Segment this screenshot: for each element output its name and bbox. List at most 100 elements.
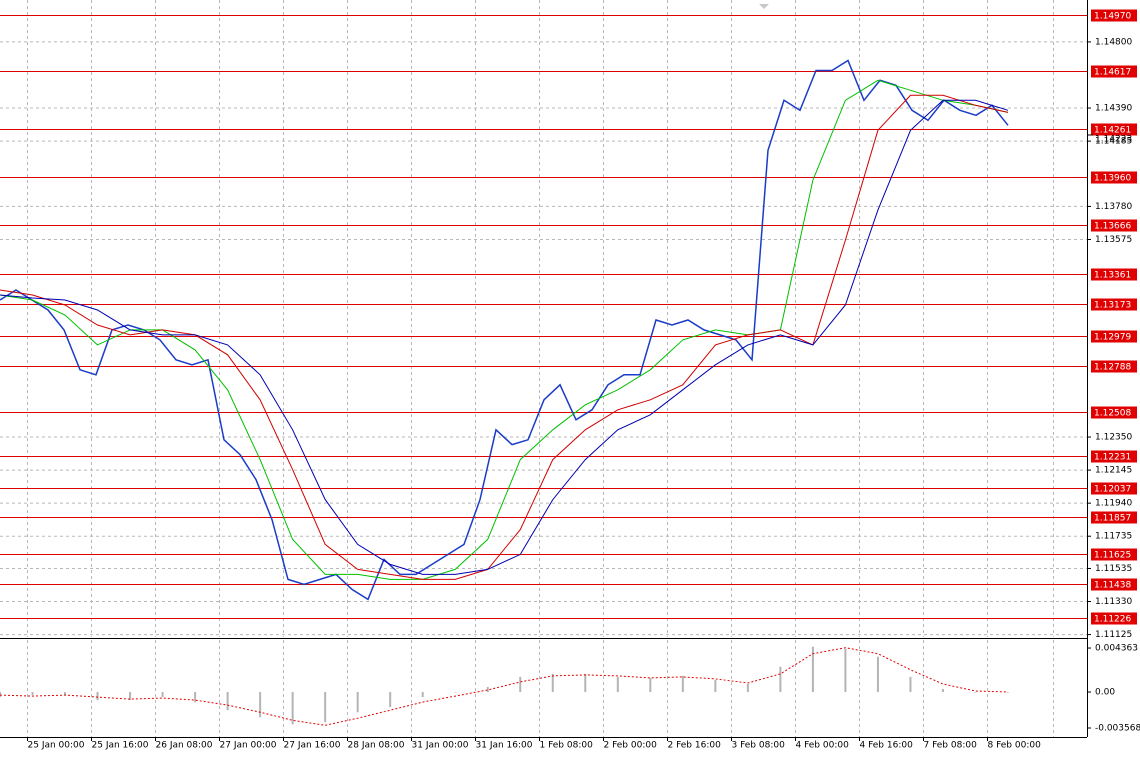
x-tick-label: 1 Feb 08:00	[540, 741, 594, 751]
histogram-bar	[1007, 692, 1009, 693]
x-tick-label: 28 Jan 08:00	[348, 741, 405, 751]
x-tick-label: 26 Jan 08:00	[156, 741, 213, 751]
level-label: 1.12037	[1094, 485, 1131, 495]
histogram-bar	[161, 692, 164, 698]
x-tick-label: 25 Jan 00:00	[28, 741, 85, 751]
histogram-bar	[519, 676, 522, 693]
level-label: 1.14970	[1094, 12, 1131, 22]
level-label: 1.14617	[1094, 68, 1131, 78]
y-tick-label: 1.11940	[1095, 499, 1132, 509]
level-label-box	[1091, 9, 1137, 22]
level-label-box	[1091, 578, 1137, 591]
level-label-box	[1091, 360, 1137, 373]
histogram-bar	[194, 692, 197, 703]
level-label-box	[1091, 511, 1137, 524]
y-tick-label: 1.11330	[1095, 597, 1132, 607]
histogram-bar	[389, 692, 392, 708]
level-label-box	[1091, 482, 1137, 495]
x-tick-label: 4 Feb 16:00	[860, 741, 914, 751]
histogram-bar	[584, 673, 587, 693]
level-label-box	[1091, 298, 1137, 311]
level-label-box	[1091, 171, 1137, 184]
histogram-bar	[681, 675, 684, 693]
level-label-box	[1091, 65, 1137, 78]
x-tick-label: 31 Jan 16:00	[476, 741, 533, 751]
moving-average	[0, 94, 1009, 580]
y-tick-label: 1.13575	[1095, 235, 1132, 245]
histogram-bar	[454, 692, 457, 693]
level-label-box	[1091, 123, 1137, 136]
level-label: 1.12231	[1094, 453, 1131, 463]
price-line	[0, 59, 1009, 601]
x-tick-label: 2 Feb 00:00	[604, 741, 658, 751]
x-tick-label: 27 Jan 00:00	[220, 741, 277, 751]
histogram-bar	[0, 692, 1, 698]
histogram-bar	[356, 692, 359, 713]
x-tick-label: 2 Feb 16:00	[668, 741, 722, 751]
histogram-bar	[291, 692, 294, 725]
y-tick-label: 1.14800	[1095, 37, 1132, 47]
histogram-bar	[844, 648, 847, 693]
level-label-box	[1091, 268, 1137, 281]
level-label: 1.11625	[1094, 551, 1131, 561]
signal-line	[0, 647, 1009, 726]
level-label: 1.11226	[1094, 615, 1131, 625]
x-tick-label: 3 Feb 08:00	[732, 741, 786, 751]
x-tick-label: 4 Feb 00:00	[796, 741, 850, 751]
level-label: 1.12788	[1094, 363, 1131, 373]
x-tick-label: 31 Jan 00:00	[412, 741, 469, 751]
y-tick-label: 1.12145	[1095, 466, 1132, 476]
level-label: 1.11857	[1094, 514, 1131, 524]
x-tick-label: 27 Jan 16:00	[284, 741, 341, 751]
histogram-bar	[974, 692, 977, 693]
histogram-bar	[649, 677, 652, 693]
level-label: 1.13173	[1094, 301, 1131, 311]
level-label-box	[1091, 450, 1137, 463]
level-label-box	[1091, 406, 1137, 419]
level-label: 1.13960	[1094, 174, 1131, 184]
histogram-bar	[779, 666, 782, 693]
histogram-bar	[96, 692, 99, 701]
y-tick-label: 1.14390	[1095, 104, 1132, 114]
histogram-bar	[616, 676, 619, 693]
histogram-bar	[714, 679, 717, 693]
histogram-bar	[324, 692, 327, 723]
indicator-y-tick-label: -0.003568	[1095, 724, 1140, 734]
histogram-bar	[259, 692, 262, 718]
histogram-bar	[421, 692, 424, 698]
indicator-y-tick-label: 0.004363	[1095, 644, 1138, 654]
histogram-bar	[876, 656, 879, 693]
level-label: 1.13361	[1094, 271, 1131, 281]
y-tick-label: 1.13780	[1095, 202, 1132, 212]
y-tick-label: 1.14185	[1095, 137, 1132, 147]
moving-average	[0, 99, 1009, 575]
level-label-box	[1091, 219, 1137, 232]
current-price-label: 1.14223	[1095, 134, 1132, 144]
histogram-bar	[941, 689, 944, 693]
y-tick-label: 1.12350	[1095, 433, 1132, 443]
level-label: 1.12508	[1094, 409, 1131, 419]
histogram-bar	[811, 646, 814, 693]
shift-marker	[759, 4, 769, 9]
x-tick-label: 25 Jan 16:00	[92, 741, 149, 751]
histogram-bar	[31, 692, 34, 696]
indicator-y-tick-label: 0.00	[1095, 688, 1115, 698]
y-tick-label: 1.11735	[1095, 532, 1132, 542]
level-label: 1.13666	[1094, 222, 1131, 232]
histogram-bar	[551, 673, 554, 693]
histogram-bar	[129, 692, 132, 701]
y-tick-label: 1.11125	[1095, 630, 1132, 640]
x-tick-label: 7 Feb 08:00	[924, 741, 978, 751]
histogram-bar	[64, 692, 67, 696]
level-label-box	[1091, 330, 1137, 343]
histogram-bar	[909, 676, 912, 693]
level-label-box	[1091, 548, 1137, 561]
y-tick-label: 1.11535	[1095, 564, 1132, 574]
histogram-bar	[746, 683, 749, 693]
level-label-box	[1091, 612, 1137, 625]
histogram-bar	[226, 692, 229, 711]
level-label: 1.12979	[1094, 333, 1131, 343]
x-tick-label: 8 Feb 00:00	[988, 741, 1042, 751]
